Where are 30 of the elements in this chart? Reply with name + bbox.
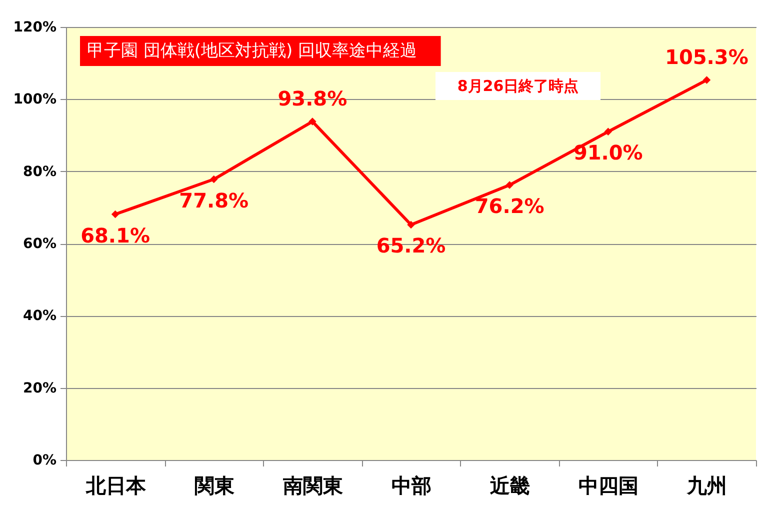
x-tick-label: 九州 bbox=[686, 474, 728, 498]
data-label: 76.2% bbox=[474, 194, 544, 218]
y-tick-label: 0% bbox=[32, 452, 56, 468]
point bbox=[702, 76, 711, 84]
x-tick-label: 近畿 bbox=[489, 474, 530, 498]
data-label: 93.8% bbox=[278, 86, 348, 111]
x-tick-label: 北日本 bbox=[84, 474, 147, 498]
point bbox=[210, 175, 218, 184]
y-tick-label: 40% bbox=[22, 308, 56, 324]
data-label: 65.2% bbox=[376, 234, 446, 258]
point bbox=[111, 210, 120, 218]
point bbox=[506, 181, 514, 189]
data-label: 91.0% bbox=[573, 140, 643, 165]
x-tick-label: 南関東 bbox=[282, 474, 343, 498]
data-label: 68.1% bbox=[80, 223, 150, 248]
data-label: 77.8% bbox=[179, 188, 249, 212]
point bbox=[308, 118, 316, 126]
text: 甲子園 団体戦(地区対抗戦) 回収率途中経過 bbox=[87, 41, 418, 61]
y-tick-label: 60% bbox=[22, 236, 56, 252]
y-tick-label: 80% bbox=[22, 164, 56, 180]
point bbox=[407, 220, 415, 229]
y-tick-label: 120% bbox=[13, 20, 56, 36]
data-label: 105.3% bbox=[665, 45, 748, 70]
point bbox=[604, 128, 612, 136]
y-tick-label: 20% bbox=[22, 380, 56, 396]
y-tick-label: 100% bbox=[13, 92, 56, 108]
x-tick-label: 中四国 bbox=[578, 474, 639, 498]
x-tick-label: 関東 bbox=[194, 474, 234, 498]
text: 8月26日終了時点 bbox=[457, 77, 579, 95]
x-tick-label: 中部 bbox=[392, 474, 432, 498]
